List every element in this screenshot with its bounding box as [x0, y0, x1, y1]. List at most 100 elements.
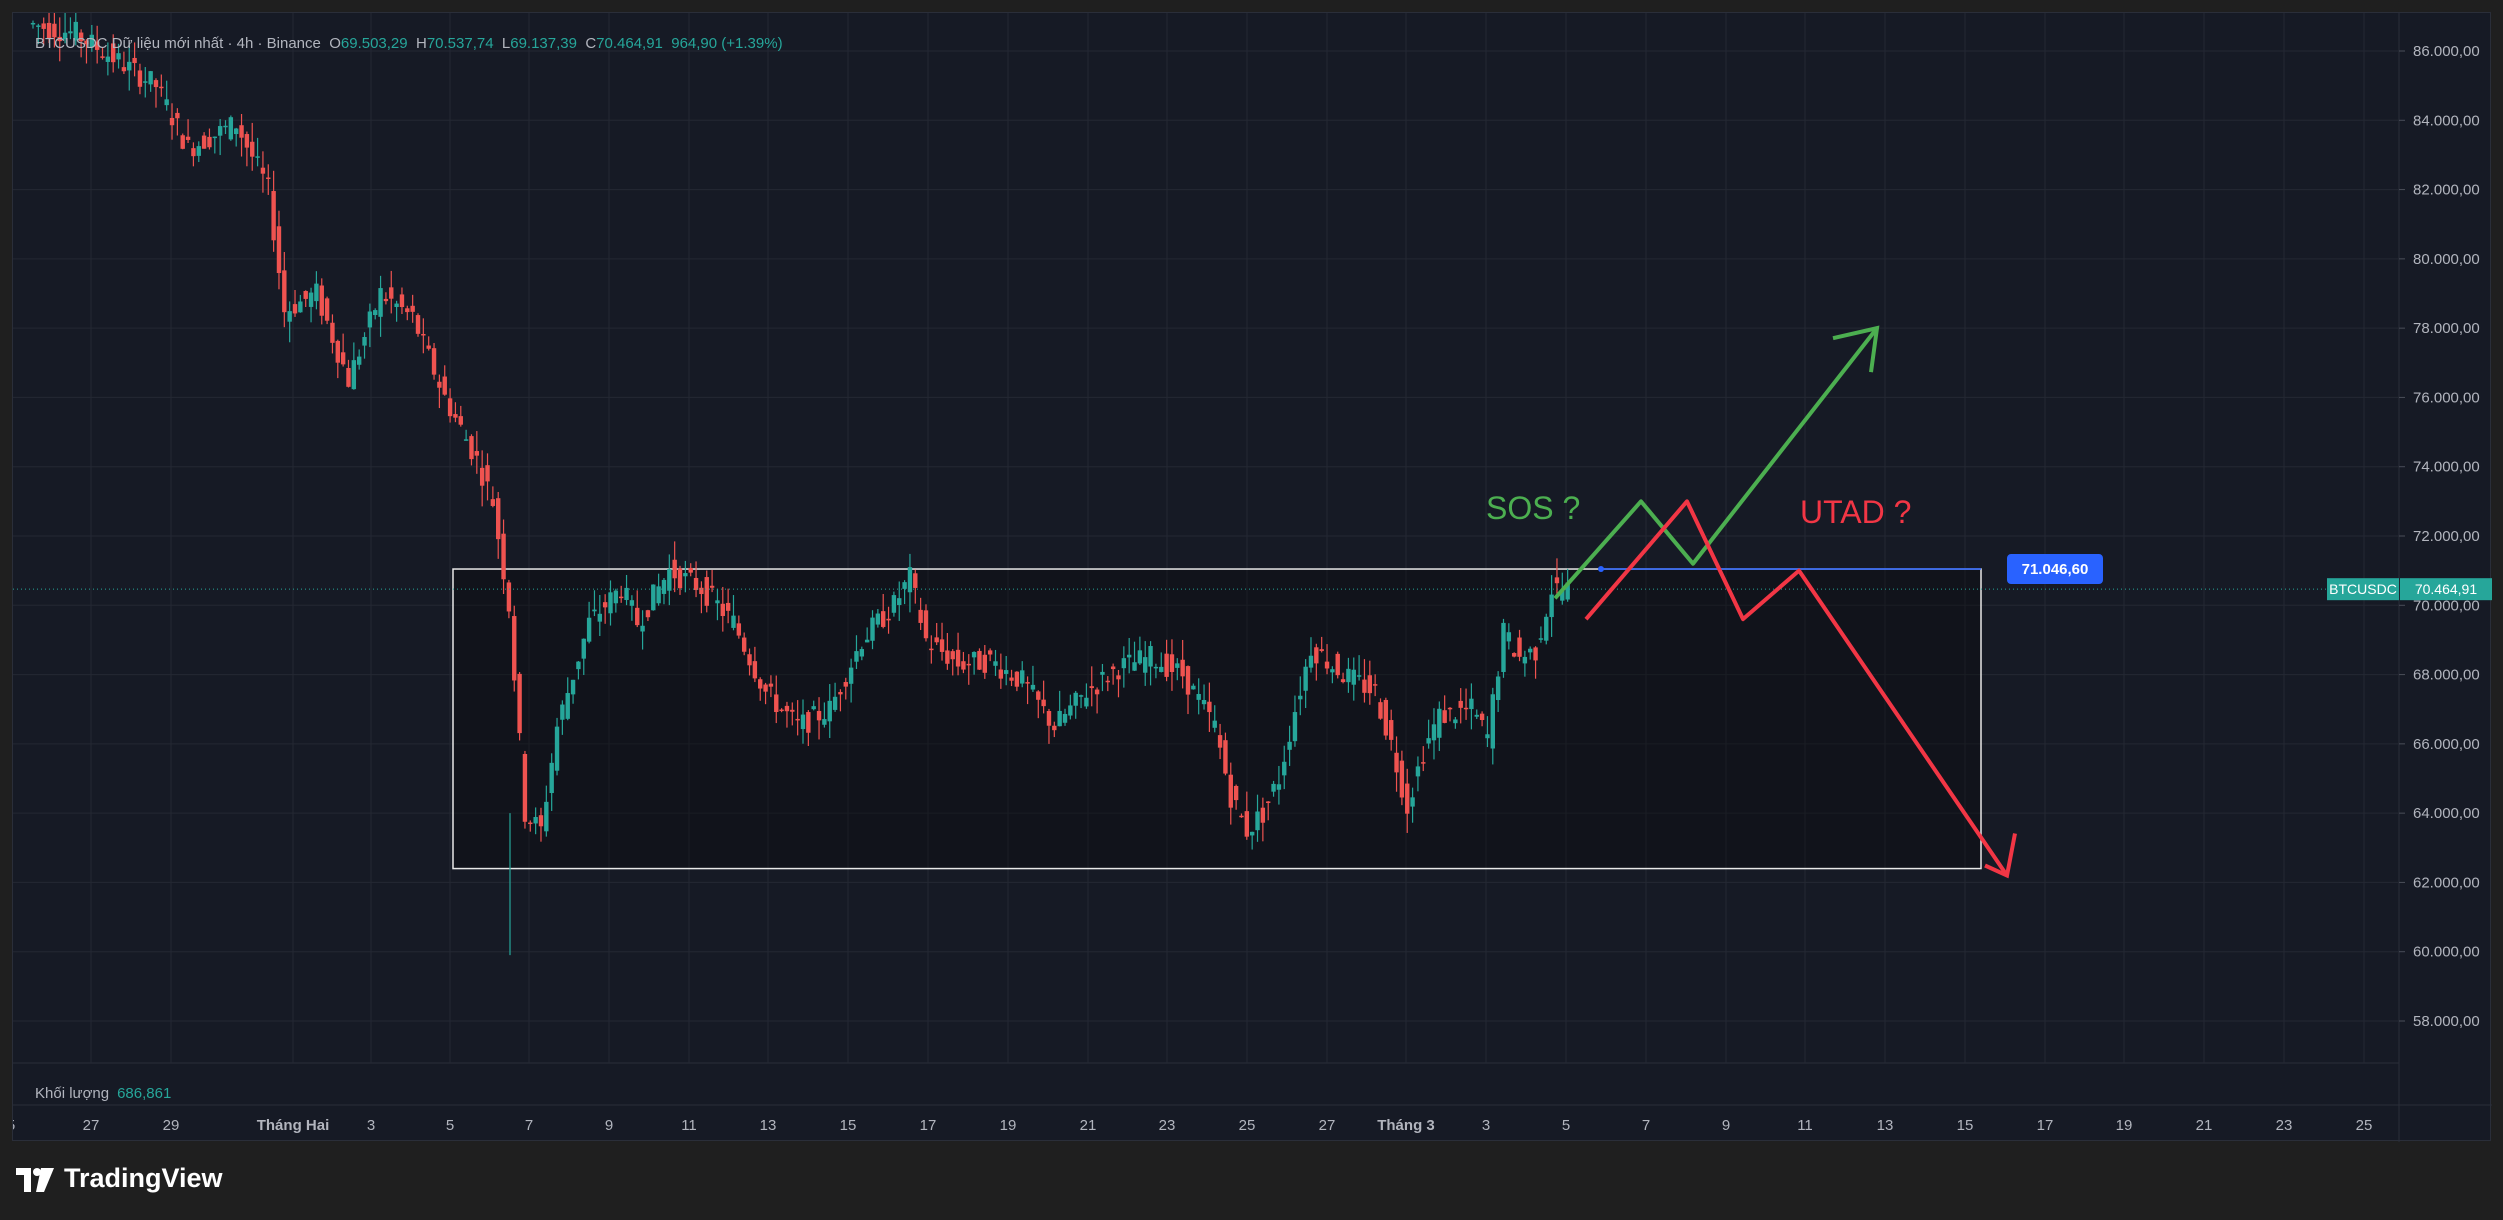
candle-body [1249, 831, 1255, 836]
candle-body [105, 56, 111, 62]
candle-body [538, 815, 544, 827]
candle-body [340, 352, 346, 365]
x-tick-label: 5 [446, 1117, 454, 1134]
candle-body [843, 682, 848, 687]
tradingview-logo[interactable]: TradingView [16, 1163, 223, 1194]
level-label: 71.046,60 [2022, 561, 2089, 578]
candle-body [1522, 656, 1528, 664]
candle-body [1105, 680, 1110, 683]
candle-body [1554, 577, 1560, 584]
candle-body [180, 135, 185, 149]
candle-body [1110, 666, 1116, 670]
x-tick-label: 11 [1797, 1117, 1813, 1134]
candle-body [410, 305, 415, 312]
range-box [452, 568, 1982, 870]
candle-body [560, 704, 565, 720]
x-tick-label: Tháng 3 [1377, 1117, 1435, 1134]
y-tick-label: 68.000,00 [2413, 667, 2480, 684]
candle-body [1437, 708, 1442, 738]
candle-body [886, 618, 891, 621]
candle-body [608, 592, 613, 614]
candle-body [373, 310, 378, 316]
candle-body [84, 40, 89, 45]
candle-body [490, 499, 496, 506]
green-scenario-path [1553, 326, 1879, 600]
candle-body [36, 25, 41, 27]
x-tick-label: 19 [2116, 1117, 2133, 1134]
candle-body [148, 71, 153, 85]
x-tick-label: 27 [83, 1117, 100, 1134]
candle-body [1164, 653, 1169, 677]
y-tick-label: 62.000,00 [2413, 874, 2480, 891]
candle-body [239, 125, 244, 138]
candle-body [1137, 650, 1143, 664]
candle-body [1335, 653, 1340, 676]
candle-body [763, 684, 768, 692]
candle-body [292, 304, 298, 314]
candle-body [437, 381, 442, 388]
x-tick-label: 27 [1319, 1117, 1336, 1134]
candle-body [549, 762, 554, 794]
y-tick-label: 76.000,00 [2413, 389, 2480, 406]
y-tick-label: 74.000,00 [2413, 459, 2480, 476]
interval-label[interactable]: 4h [236, 35, 254, 52]
candle-body [1271, 783, 1276, 792]
candle-body [1185, 666, 1191, 695]
candle-body [1485, 734, 1490, 739]
candle-body [1126, 654, 1132, 658]
candle-body [132, 57, 137, 64]
candle-body [1330, 669, 1335, 673]
candle-body [1388, 720, 1394, 740]
symbol-label[interactable]: BTCUSDC [35, 35, 108, 52]
y-tick-label: 72.000,00 [2413, 528, 2480, 545]
y-tick-label: 58.000,00 [2413, 1013, 2480, 1030]
x-tick-label: 25 [1239, 1117, 1256, 1134]
candle-body [73, 21, 78, 41]
x-tick-label: 29 [163, 1117, 180, 1134]
candle-body [1041, 699, 1046, 707]
candle-body [950, 651, 955, 660]
candle-body [1009, 677, 1014, 681]
candle-body [586, 617, 592, 642]
candle-body [1175, 663, 1180, 668]
candle-body [62, 32, 68, 40]
candle-body [255, 156, 260, 158]
chart-panel[interactable]: 71.046,60 SOS ? UTAD ? 86.000,00 84.000,00 8… [12, 12, 2492, 1142]
candle-body [907, 567, 913, 593]
symbol-tag: BTCUSDC [2329, 581, 2397, 597]
symbol-tag-bg [2327, 578, 2399, 601]
candle-body [918, 609, 923, 623]
candle-body [1405, 783, 1410, 814]
x-tick-label: 15 [1957, 1117, 1974, 1134]
scenarios: 71.046,60 SOS ? UTAD ? [1486, 325, 2103, 879]
candle-body [881, 611, 886, 627]
candle-body [458, 416, 463, 425]
candle-body [1511, 653, 1517, 657]
candle-body [635, 607, 640, 626]
candle-body [939, 639, 945, 652]
volume-legend: Khối lượng 686,861 [35, 1085, 171, 1102]
candle-body [1340, 679, 1346, 683]
candle-body [736, 623, 742, 636]
candle-body [902, 582, 907, 589]
candle-body [1528, 648, 1533, 653]
candle-body [1458, 700, 1463, 708]
candle-body [913, 573, 918, 588]
candle-body [1415, 766, 1421, 777]
candle-body [1030, 684, 1036, 690]
candle-body [864, 639, 870, 643]
candle-body [1132, 662, 1137, 671]
candle-body [811, 706, 816, 710]
candle-body [629, 600, 635, 606]
candle-body [554, 726, 560, 771]
candle-body [351, 360, 357, 390]
candle-body [576, 661, 581, 670]
x-tick-label: 3 [367, 1117, 375, 1134]
y-tick-label: 66.000,00 [2413, 736, 2480, 753]
candle-body [977, 650, 982, 670]
candle-body [1062, 713, 1068, 723]
candle-body [517, 673, 522, 734]
candle-body [790, 709, 795, 712]
candle-body [57, 36, 62, 42]
